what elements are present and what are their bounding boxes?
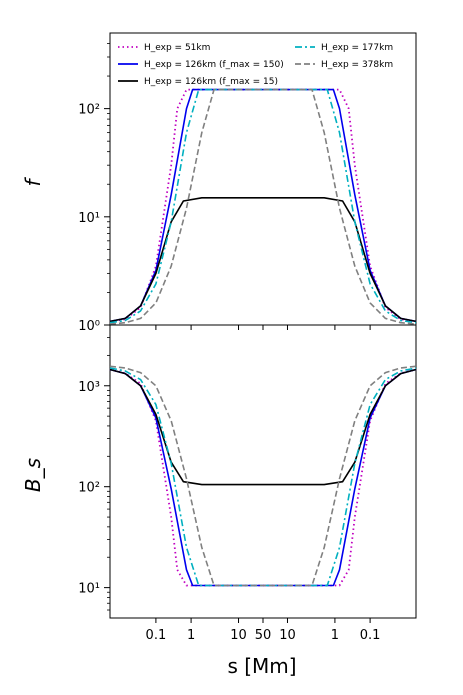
y-tick-label: 10¹ — [78, 582, 100, 597]
plot-frame — [109, 324, 417, 619]
y-tick-label: 10² — [78, 103, 100, 118]
legend-entry: H_exp = 126km (f_max = 15) — [144, 77, 278, 87]
y-tick-label: 10¹ — [78, 211, 100, 226]
legend-entry: H_exp = 126km (f_max = 150) — [144, 60, 284, 70]
x-tick-label: 50 — [255, 628, 272, 643]
series-line — [109, 368, 417, 587]
bottom-ylabel: B_s — [21, 458, 45, 492]
y-tick-label: 10³ — [78, 380, 100, 395]
x-axis-label: s [Mm] — [227, 654, 296, 678]
series-line — [109, 365, 417, 587]
x-tick-label: 0.1 — [146, 628, 167, 643]
x-tick-label: 0.1 — [360, 628, 381, 643]
series-line — [109, 197, 417, 323]
legend-entry: H_exp = 378km — [321, 60, 393, 70]
series-line — [109, 88, 417, 323]
x-tick-label: 10 — [279, 628, 296, 643]
y-tick-label: 10² — [78, 481, 100, 496]
series-line — [109, 368, 417, 486]
x-tick-label: 1 — [187, 628, 195, 643]
x-tick-label: 1 — [331, 628, 339, 643]
legend-entry: H_exp = 51km — [144, 43, 210, 53]
series-line — [109, 88, 417, 323]
series-line — [109, 367, 417, 587]
x-tick-label: 10 — [230, 628, 247, 643]
top-ylabel: f — [21, 177, 45, 187]
series-line — [109, 88, 417, 325]
legend: H_exp = 51km H_exp = 126km (f_max = 150) H… — [118, 43, 393, 87]
series-line — [109, 88, 417, 324]
y-tick-label: 10⁰ — [78, 319, 100, 334]
bottom-panel: 10¹ 10² 10³ 0.1 1 10 50 10 1 0.1 — [78, 324, 417, 643]
series-line — [109, 368, 417, 587]
legend-entry: H_exp = 177km — [321, 43, 393, 53]
